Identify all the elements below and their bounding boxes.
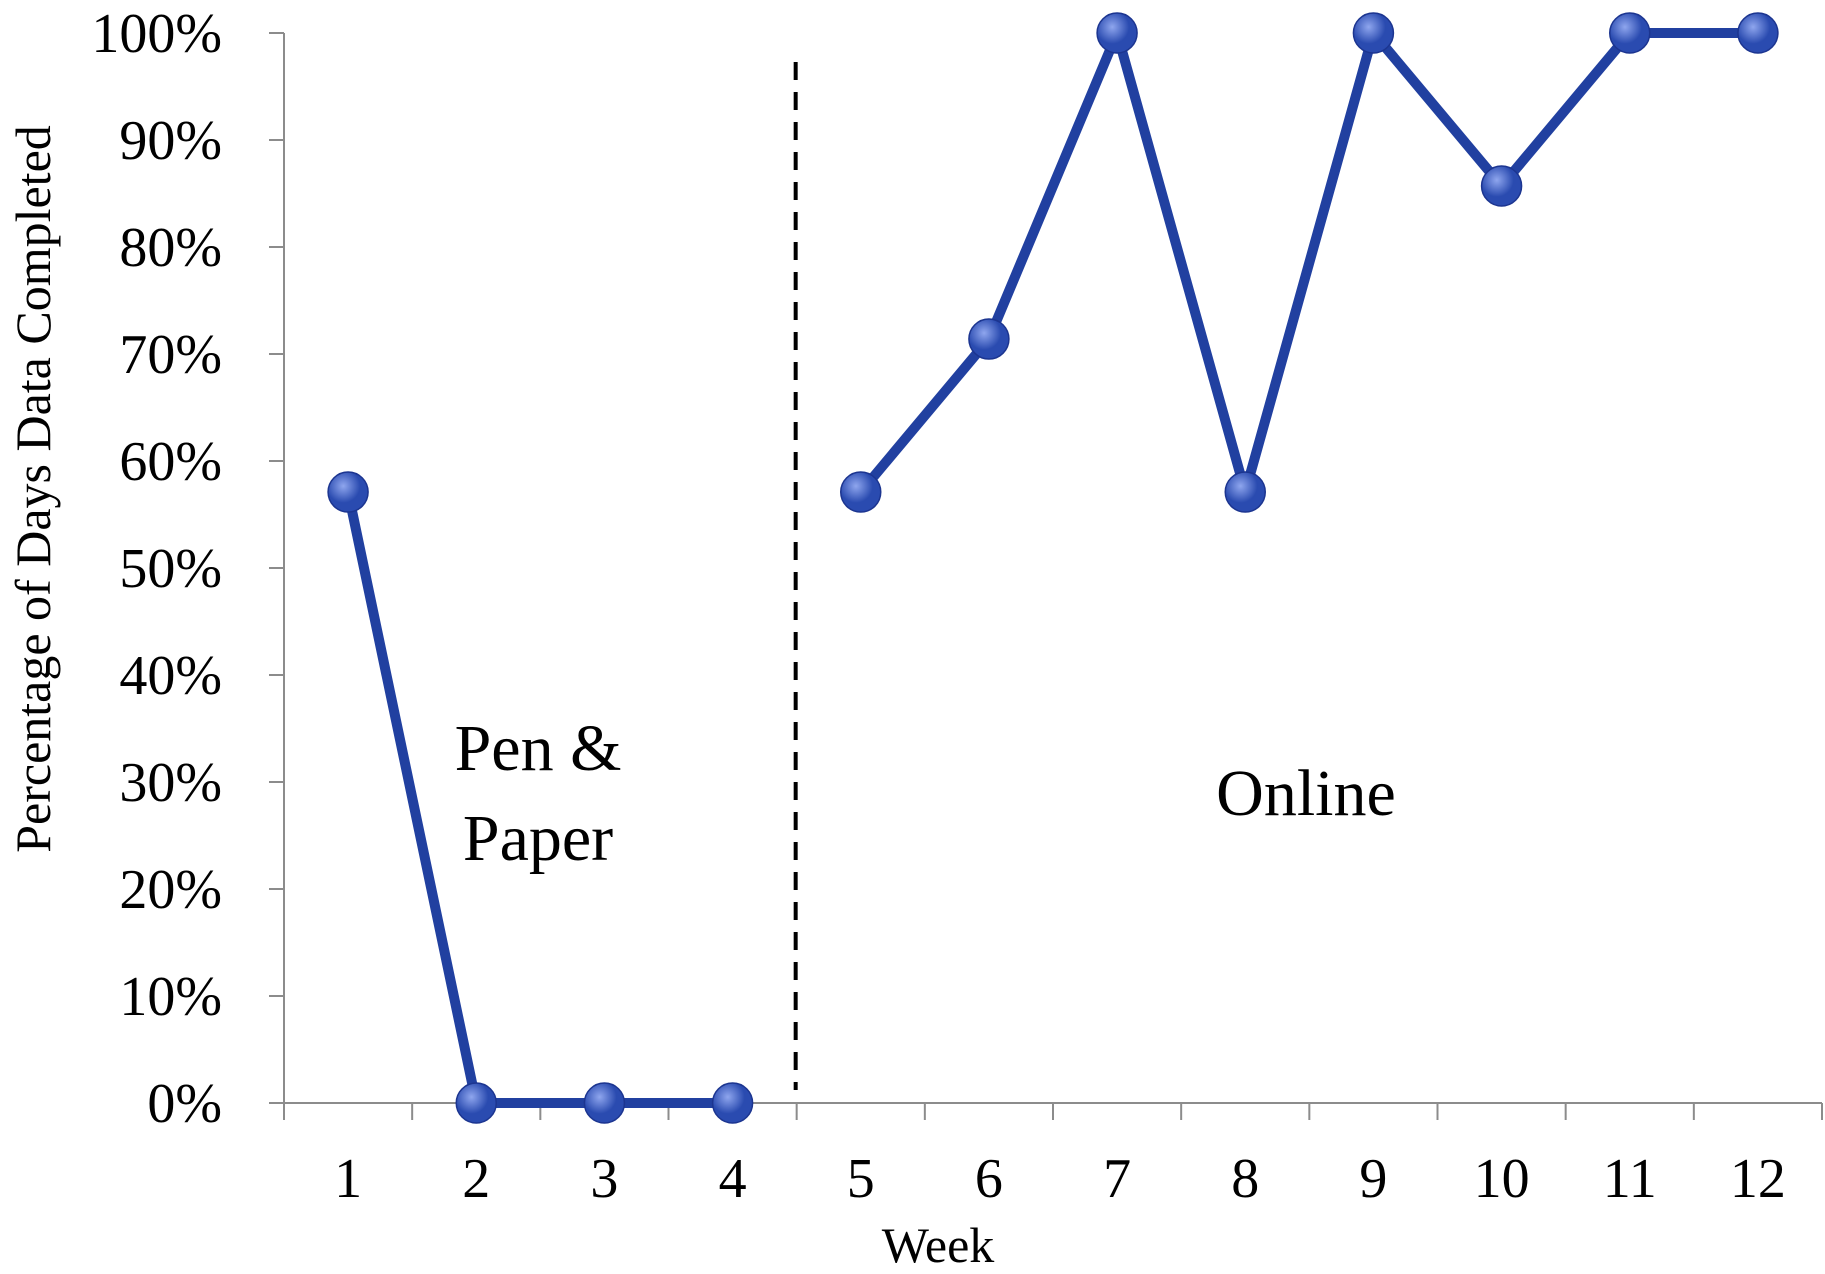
- y-tick-label: 30%: [119, 752, 222, 814]
- phase-annotation-label: Paper: [463, 802, 613, 875]
- series-group: [327, 12, 1779, 1124]
- y-tick-label: 100%: [91, 3, 222, 65]
- data-point-marker: [1737, 12, 1779, 54]
- x-tick-label: 6: [975, 1148, 1003, 1210]
- data-point-marker: [1096, 12, 1138, 54]
- data-point-marker: [1609, 12, 1651, 54]
- phase-annotation-label: Pen &: [455, 712, 622, 785]
- x-tick-label: 1: [334, 1148, 362, 1210]
- series-line: [343, 487, 738, 1108]
- y-tick-label: 0%: [147, 1073, 222, 1135]
- data-point-marker: [1480, 165, 1523, 207]
- y-axis: 0% 10% 20% 30% 40% 50% 60% 70% 80% 90% 100%: [91, 3, 285, 1135]
- y-tick-label: 20%: [119, 859, 222, 921]
- data-point-marker: [1224, 471, 1266, 513]
- x-tick-label: 2: [462, 1148, 490, 1210]
- data-point-marker: [840, 471, 882, 513]
- data-point-marker: [711, 1082, 754, 1124]
- x-tick-label: 3: [590, 1148, 618, 1210]
- data-point-marker: [583, 1082, 626, 1124]
- data-point-marker: [327, 471, 369, 513]
- y-tick-label: 40%: [119, 645, 222, 707]
- y-tick-label: 50%: [119, 538, 222, 600]
- x-axis-title: Week: [882, 1217, 995, 1269]
- x-tick-label: 4: [719, 1148, 747, 1210]
- y-tick-label: 10%: [119, 966, 222, 1028]
- x-tick-label: 10: [1474, 1148, 1530, 1210]
- y-axis-title: Percentage of Days Data Completed: [5, 125, 61, 853]
- y-tick-label: 60%: [119, 431, 222, 493]
- data-point-marker: [968, 318, 1010, 360]
- annotation-group: Pen & Paper Online: [455, 712, 1396, 875]
- y-tick-label: 90%: [119, 110, 222, 172]
- data-point-marker: [1352, 12, 1395, 54]
- y-tick-label: 80%: [119, 217, 222, 279]
- x-tick-label: 11: [1603, 1148, 1657, 1210]
- y-tick-label: 70%: [119, 324, 222, 386]
- x-axis: 1 2 3 4 5 6 7 8 9 10 11 12: [283, 1102, 1823, 1210]
- x-tick-label: 12: [1730, 1148, 1786, 1210]
- series-line: [855, 28, 1763, 498]
- x-tick-label: 8: [1231, 1148, 1259, 1210]
- data-point-marker: [455, 1082, 497, 1124]
- x-tick-label: 7: [1103, 1148, 1131, 1210]
- x-tick-label: 9: [1359, 1148, 1387, 1210]
- x-tick-label: 5: [847, 1148, 875, 1210]
- phase-annotation-label: Online: [1216, 757, 1396, 830]
